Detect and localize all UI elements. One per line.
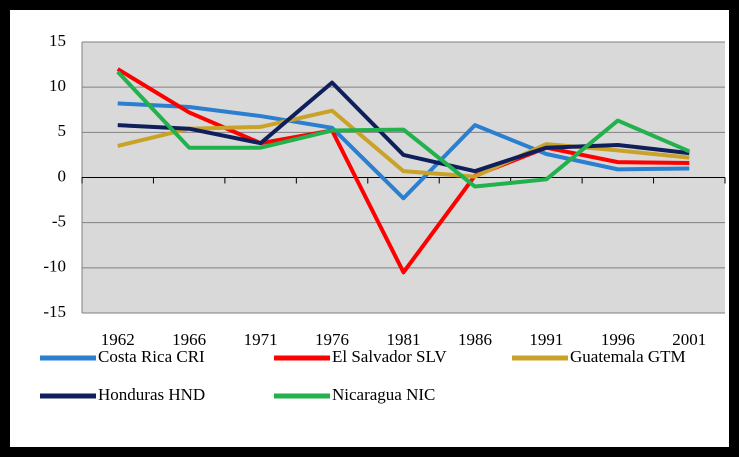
legend-label: Costa Rica CRI <box>98 347 205 366</box>
series-line <box>117 80 690 174</box>
y-tick-label: 0 <box>58 166 67 185</box>
y-tick-label: -10 <box>43 257 66 276</box>
y-tick-label: 10 <box>49 76 66 95</box>
legend-label: Nicaragua NIC <box>332 385 435 404</box>
y-tick-label: 15 <box>49 31 66 50</box>
series-line <box>117 108 690 179</box>
y-tick-label: -5 <box>52 212 66 231</box>
legend-label: El Salvador SLV <box>332 347 447 366</box>
x-tick-label: 1991 <box>529 330 563 349</box>
x-tick-label: 1976 <box>315 330 349 349</box>
legend-label: Guatemala GTM <box>570 347 686 366</box>
series-line <box>117 101 690 201</box>
x-tick-label: 1966 <box>172 330 206 349</box>
x-tick-label: 1962 <box>101 330 135 349</box>
x-tick-label: 1981 <box>387 330 421 349</box>
y-tick-label: 5 <box>58 121 67 140</box>
x-tick-label: 2001 <box>672 330 706 349</box>
x-tick-label: 1971 <box>244 330 278 349</box>
series-line <box>116 70 691 189</box>
x-tick-label: 1986 <box>458 330 492 349</box>
legend-label: Honduras HND <box>98 385 205 404</box>
y-tick-label: -15 <box>43 302 66 321</box>
series-line <box>116 67 690 275</box>
x-tick-label: 1996 <box>601 330 635 349</box>
